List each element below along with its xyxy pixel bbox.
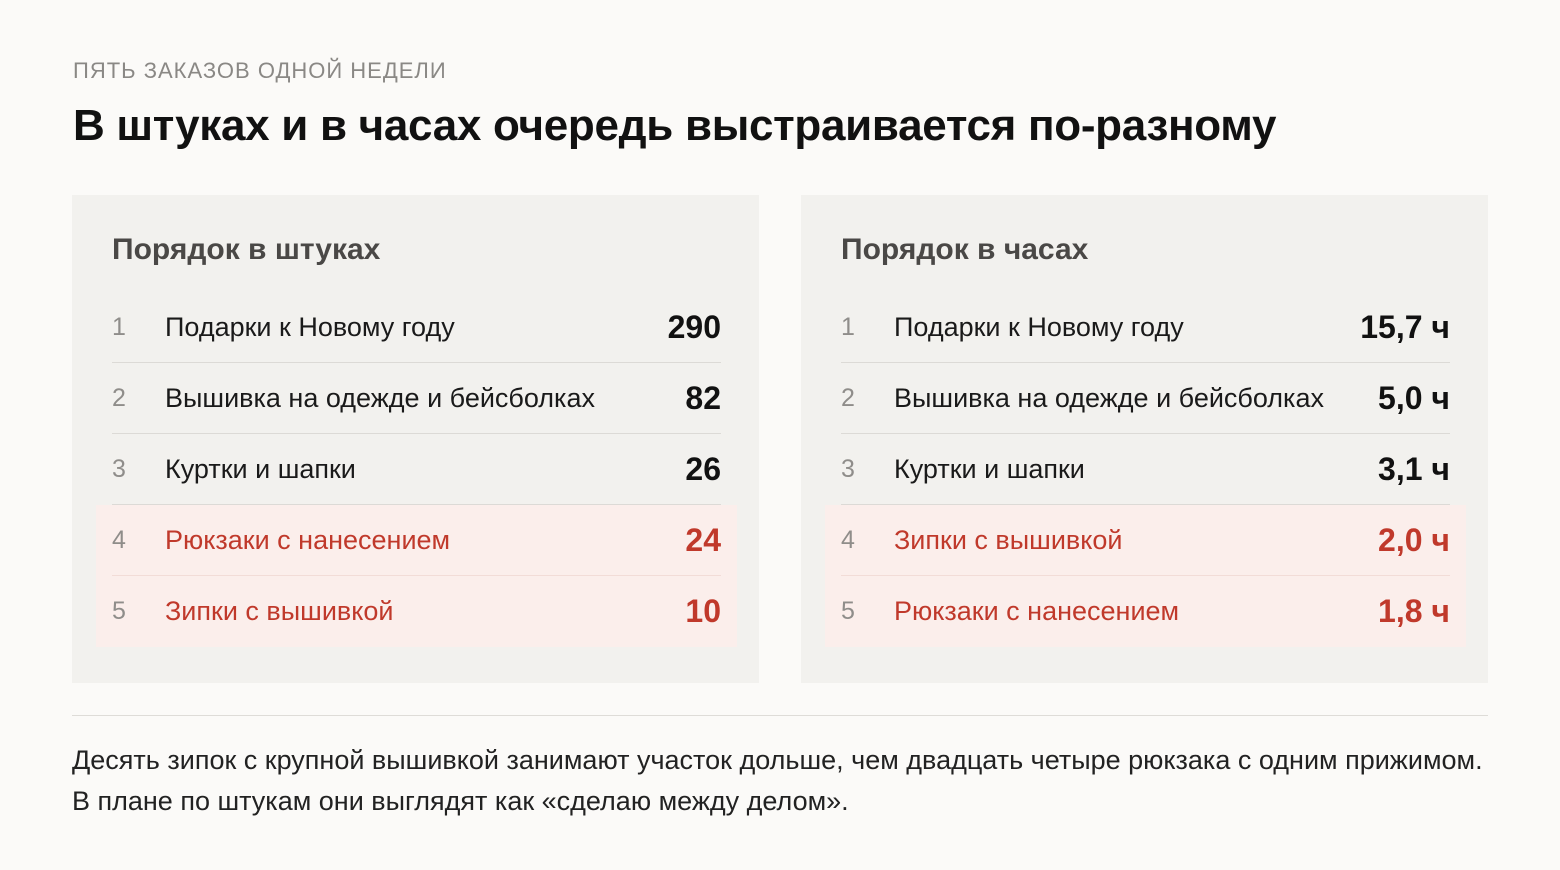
rank-number: 1 [112, 313, 126, 341]
list-item: 1 Подарки к Новому году 15,7 ч [825, 292, 1466, 363]
rank-number: 3 [112, 455, 126, 483]
row-divider [841, 362, 1450, 363]
row-divider [841, 575, 1450, 576]
rank-number: 3 [841, 455, 855, 483]
item-name: Рюкзаки с нанесением [165, 525, 451, 555]
row-divider [112, 362, 721, 363]
list-item-highlighted: 4 Рюкзаки с нанесением 24 [96, 505, 737, 576]
rank-number: 5 [841, 597, 855, 625]
item-value: 1,8 ч [1378, 593, 1450, 629]
row-divider [112, 433, 721, 434]
item-value: 5,0 ч [1378, 380, 1450, 416]
item-value: 2,0 ч [1378, 522, 1450, 558]
panel-by-count: Порядок в штуках 1 Подарки к Новому году… [72, 195, 759, 683]
list-item: 1 Подарки к Новому году 290 [96, 292, 737, 363]
rank-number: 2 [112, 384, 126, 412]
item-name: Куртки и шапки [165, 454, 356, 484]
item-value: 290 [667, 309, 721, 345]
list-item: 3 Куртки и шапки 3,1 ч [825, 434, 1466, 505]
ranking-list: 1 Подарки к Новому году 15,7 ч 2 Вышивка… [825, 292, 1466, 647]
list-item: 2 Вышивка на одежде и бейсболках 5,0 ч [825, 363, 1466, 434]
rank-number: 4 [841, 526, 855, 554]
item-name: Куртки и шапки [894, 454, 1085, 484]
panel-title: Порядок в штуках [112, 233, 381, 266]
item-value: 15,7 ч [1360, 309, 1450, 345]
item-name: Подарки к Новому году [165, 312, 455, 342]
list-item-highlighted: 5 Зипки с вышивкой 10 [96, 576, 737, 647]
row-divider [112, 575, 721, 576]
list-item: 3 Куртки и шапки 26 [96, 434, 737, 505]
item-value: 82 [685, 380, 721, 416]
list-item: 2 Вышивка на одежде и бейсболках 82 [96, 363, 737, 434]
section-divider [72, 715, 1488, 716]
row-divider [112, 504, 721, 505]
item-name: Рюкзаки с нанесением [894, 596, 1180, 626]
rank-number: 5 [112, 597, 126, 625]
page-title: В штуках и в часах очередь выстраивается… [73, 101, 1277, 150]
item-name: Зипки с вышивкой [165, 596, 394, 626]
rank-number: 4 [112, 526, 126, 554]
row-divider [841, 504, 1450, 505]
ranking-list: 1 Подарки к Новому году 290 2 Вышивка на… [96, 292, 737, 647]
rank-number: 1 [841, 313, 855, 341]
list-item-highlighted: 5 Рюкзаки с нанесением 1,8 ч [825, 576, 1466, 647]
panel-by-hours: Порядок в часах 1 Подарки к Новому году … [801, 195, 1488, 683]
rank-number: 2 [841, 384, 855, 412]
item-name: Подарки к Новому году [894, 312, 1184, 342]
panel-title: Порядок в часах [841, 233, 1089, 266]
item-value: 3,1 ч [1378, 451, 1450, 487]
item-value: 24 [685, 522, 721, 558]
item-name: Вышивка на одежде и бейсболках [894, 383, 1324, 413]
list-item-highlighted: 4 Зипки с вышивкой 2,0 ч [825, 505, 1466, 576]
item-name: Зипки с вышивкой [894, 525, 1123, 555]
row-divider [841, 433, 1450, 434]
item-value: 10 [685, 593, 721, 629]
item-name: Вышивка на одежде и бейсболках [165, 383, 595, 413]
footnote: Десять зипок с крупной вышивкой занимают… [72, 745, 1483, 816]
kicker: ПЯТЬ ЗАКАЗОВ ОДНОЙ НЕДЕЛИ [73, 58, 447, 83]
item-value: 26 [685, 451, 721, 487]
